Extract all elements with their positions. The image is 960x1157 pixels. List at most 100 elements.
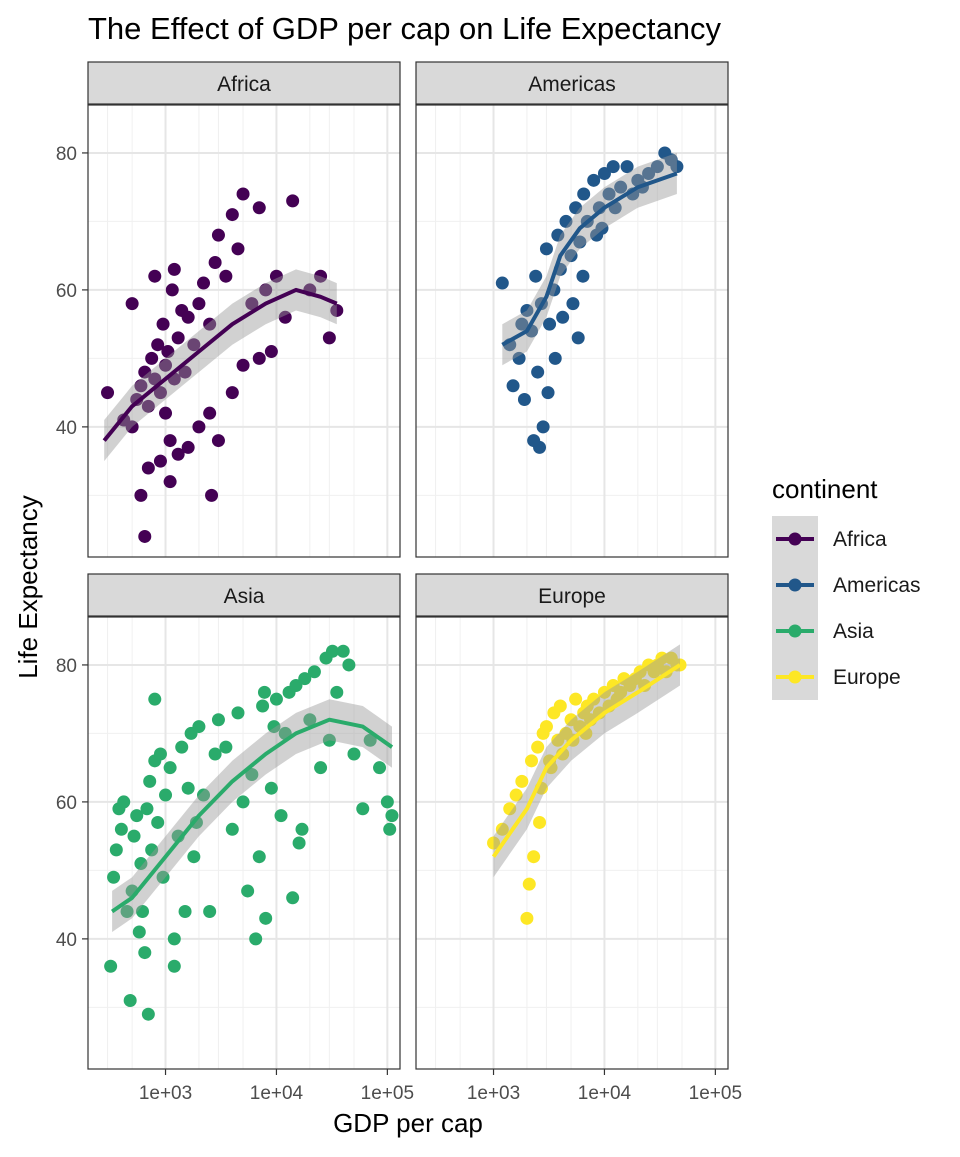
plot-background <box>88 105 400 557</box>
data-point <box>175 740 189 754</box>
data-point <box>153 386 167 400</box>
data-point <box>236 358 250 372</box>
data-point <box>127 829 141 843</box>
data-point <box>211 713 225 727</box>
facet-africa: Africa 40 60 80 <box>56 61 401 558</box>
data-point <box>373 761 387 775</box>
trend-line <box>102 287 338 442</box>
facet-panels: Africa 40 60 80 Americas Asia 40 60 80 1e+03 1e+04… <box>56 61 742 1104</box>
legend-item-asia: Asia <box>772 608 874 654</box>
data-point <box>269 692 283 706</box>
data-point <box>136 904 150 918</box>
data-point <box>125 297 139 311</box>
panel-border <box>87 104 401 558</box>
data-point <box>363 733 377 747</box>
data-point <box>577 187 591 201</box>
data-point <box>322 733 336 747</box>
data-point <box>385 809 399 823</box>
data-point <box>650 160 664 174</box>
data-point <box>181 781 195 795</box>
data-point <box>148 692 162 706</box>
data-point <box>167 959 181 973</box>
plot-background <box>416 105 728 557</box>
data-point <box>620 160 634 174</box>
data-point <box>522 877 536 891</box>
data-point <box>517 392 531 406</box>
data-point <box>506 379 520 393</box>
data-point <box>264 781 278 795</box>
data-point <box>566 297 580 311</box>
data-point <box>543 754 557 768</box>
data-point <box>556 310 570 324</box>
y-tick-label: 80 <box>56 144 77 165</box>
legend-label: Africa <box>833 528 887 551</box>
facet-strip-label: Africa <box>217 73 271 96</box>
data-point <box>138 365 152 379</box>
facet-strip <box>415 61 729 105</box>
data-point <box>187 850 201 864</box>
facet-asia: Asia 40 60 80 1e+03 1e+04 1e+05 <box>56 573 414 1104</box>
data-point <box>151 338 165 352</box>
y-tick-label: 60 <box>56 281 77 302</box>
data-point <box>153 454 167 468</box>
data-point <box>159 358 173 372</box>
panel-border <box>415 104 729 558</box>
trend-confidence-band <box>493 644 680 878</box>
data-point <box>203 406 217 420</box>
data-point <box>670 160 684 174</box>
data-point <box>148 372 162 386</box>
data-point <box>289 678 303 692</box>
data-point <box>219 740 233 754</box>
data-point <box>520 303 534 317</box>
data-point <box>597 685 611 699</box>
data-point <box>267 720 281 734</box>
data-point <box>236 187 250 201</box>
legend-title: continent <box>772 474 878 504</box>
data-point <box>225 822 239 836</box>
data-point <box>597 166 611 180</box>
data-point <box>138 946 152 960</box>
data-point <box>298 672 312 686</box>
data-point <box>383 822 397 836</box>
data-point <box>104 959 118 973</box>
data-point <box>231 706 245 720</box>
data-point <box>205 488 219 502</box>
y-axis-label: Life Expectancy <box>13 495 43 679</box>
data-point <box>192 420 206 434</box>
data-point <box>159 406 173 420</box>
data-point <box>559 214 573 228</box>
trend-confidence-band <box>502 152 677 366</box>
data-point <box>487 836 501 850</box>
data-point <box>143 774 157 788</box>
data-point <box>543 317 557 331</box>
data-point <box>330 685 344 699</box>
grid-lines <box>87 105 400 557</box>
data-point <box>642 166 656 180</box>
y-tick-label: 60 <box>56 793 77 814</box>
data-point <box>148 269 162 283</box>
data-point <box>539 720 553 734</box>
data-point <box>165 283 179 297</box>
chart-title: The Effect of GDP per cap on Life Expect… <box>88 11 721 46</box>
data-points <box>495 146 684 454</box>
grid-lines <box>415 105 728 557</box>
data-point <box>495 276 509 290</box>
data-point <box>539 242 553 256</box>
facet-strip <box>87 573 401 617</box>
data-point <box>236 795 250 809</box>
data-point <box>181 310 195 324</box>
data-point <box>520 911 534 925</box>
data-point <box>259 911 273 925</box>
data-point <box>259 283 273 297</box>
data-point <box>569 692 583 706</box>
facet-strip-label: Americas <box>528 73 616 96</box>
data-point <box>531 740 545 754</box>
x-tick-label: 1e+03 <box>467 1083 520 1104</box>
data-point <box>252 850 266 864</box>
legend-item-africa: Africa <box>772 516 887 562</box>
data-point <box>512 351 526 365</box>
data-point <box>274 809 288 823</box>
data-point <box>314 761 328 775</box>
data-point <box>156 317 170 331</box>
